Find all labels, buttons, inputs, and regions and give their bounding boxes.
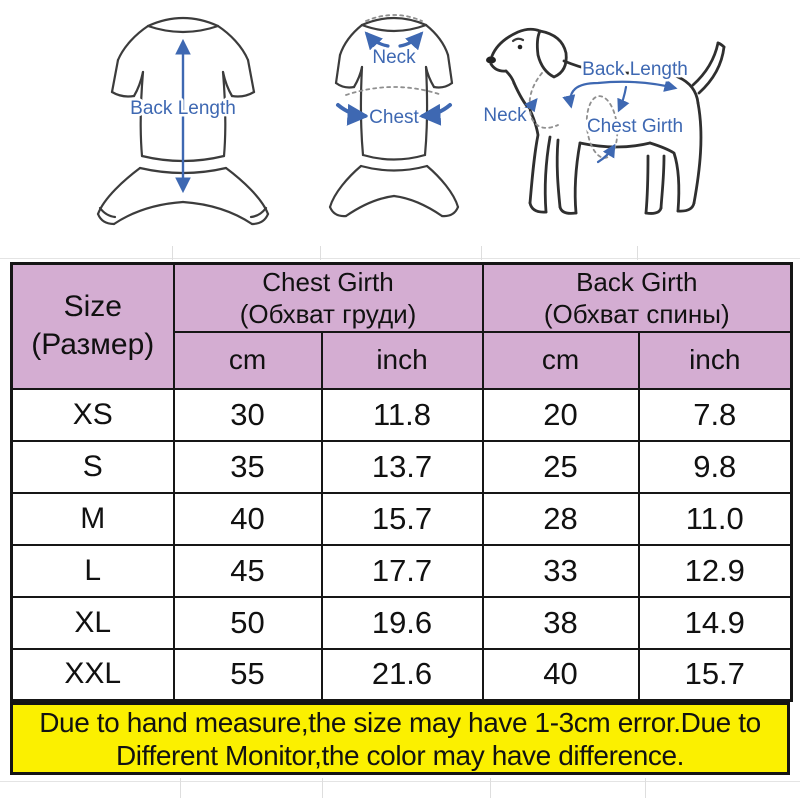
size-value: XS [10,387,175,442]
back-inch-value: 11.0 [637,491,793,546]
back-inch-value: 14.9 [637,595,793,650]
chest-cm-value: 55 [172,647,323,702]
chest-inch-header: inch [320,330,484,390]
table-unit-row: cm inch cm inch [12,330,793,390]
gridline [180,778,181,798]
chest-girth-header-en: Chest Girth [262,266,394,297]
chest-cm-value: 40 [172,491,323,546]
notice-banner: Due to hand measure,the size may have 1-… [10,702,790,775]
garment-front-view-diagram: Neck Chest [328,14,460,218]
gridline [481,246,482,260]
neck-label: Neck [372,47,416,68]
back-length-label: Back Length [130,98,236,119]
back-cm-value: 38 [481,595,640,650]
chest-cm-value: 35 [172,439,323,494]
back-inch-value: 12.9 [637,543,793,598]
back-cm-value: 28 [481,491,640,546]
chest-inch-value: 19.6 [320,595,484,650]
notice-line1: Due to hand measure,the size may have 1-… [39,706,761,738]
gridline [172,246,173,260]
back-inch-value: 9.8 [637,439,793,494]
back-inch-value: 7.8 [637,387,793,442]
back-girth-header-cell: Back Girth (Обхват спины) [481,262,793,333]
gridline [0,258,800,259]
dog-chest-girth-label: Chest Girth [587,116,683,137]
gridline [645,778,646,798]
chest-cm-header: cm [172,330,323,390]
table-row: XL 50 19.6 38 14.9 [10,595,793,650]
garment-back-view-diagram: Back Length [96,16,270,226]
back-inch-value: 15.7 [637,647,793,702]
table-row: XS 30 11.8 20 7.8 [10,387,793,442]
chest-inch-value: 21.6 [320,647,484,702]
chest-inch-value: 11.8 [320,387,484,442]
dog-back-length-label: Back Length [582,59,688,80]
size-header-line1: Size [63,290,122,324]
chest-inch-value: 13.7 [320,439,484,494]
size-header-line2: (Размер) [31,328,155,362]
size-value: S [10,439,175,494]
size-value: M [10,491,175,546]
chest-cm-value: 45 [172,543,323,598]
gridline [0,781,800,782]
dog-eye [517,44,523,50]
back-girth-header-ru: (Обхват спины) [543,298,730,329]
dog-neck-label: Neck [483,105,527,126]
dog-nose [486,56,496,64]
chest-inch-value: 15.7 [320,491,484,546]
table-header-row: Size (Размер) Chest Girth (Обхват груди)… [10,262,793,390]
chest-cm-value: 50 [172,595,323,650]
table-row: L 45 17.7 33 12.9 [10,543,793,598]
back-cm-header: cm [481,330,640,390]
size-value: XXL [10,647,175,702]
chest-girth-header-ru: (Обхват груди) [239,298,417,329]
gridline [320,246,321,260]
table-row: M 40 15.7 28 11.0 [10,491,793,546]
dog-measurement-diagram: Back Length Neck Chest Girth [481,27,726,215]
back-cm-value: 20 [481,387,640,442]
chest-label: Chest [369,107,419,128]
gridline [322,778,323,798]
size-table: Size (Размер) Chest Girth (Обхват груди)… [10,262,794,702]
table-row: XXL 55 21.6 40 15.7 [10,647,793,702]
table-row: S 35 13.7 25 9.8 [10,439,793,494]
size-value: L [10,543,175,598]
size-value: XL [10,595,175,650]
size-header-cell: Size (Размер) [10,262,175,390]
notice-line2: Different Monitor,the color may have dif… [115,739,685,771]
chest-cm-value: 30 [172,387,323,442]
gridline [637,246,638,260]
back-cm-value: 25 [481,439,640,494]
back-cm-value: 40 [481,647,640,702]
chest-inch-value: 17.7 [320,543,484,598]
back-girth-header-en: Back Girth [576,266,698,297]
back-inch-header: inch [637,330,793,390]
chest-girth-header-cell: Chest Girth (Обхват груди) [172,262,484,333]
gridline [490,778,491,798]
back-cm-value: 33 [481,543,640,598]
